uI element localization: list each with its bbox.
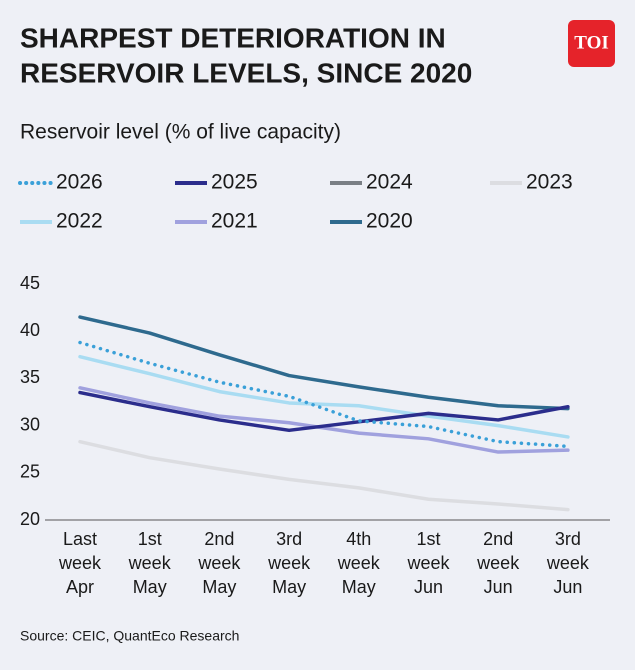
- y-tick-label: 35: [20, 367, 40, 387]
- series-line: [78, 340, 570, 449]
- y-tick-label: 40: [20, 320, 40, 340]
- x-tick-label: 1st week May: [128, 529, 172, 597]
- chart-title: SHARPEST DETERIORATION IN: [20, 22, 446, 53]
- legend-label: 2026: [56, 171, 103, 194]
- series-line: [78, 390, 570, 433]
- source: Source: CEIC, QuantEco Research: [20, 628, 239, 644]
- logo-box: [568, 20, 615, 67]
- x-tick-label: Last week Apr: [58, 529, 102, 597]
- legend-label: 2023: [526, 171, 573, 194]
- x-tick-label: 4th week May: [337, 529, 381, 597]
- x-tick-label: 2nd week May: [197, 529, 241, 597]
- y-tick-label: 20: [20, 509, 40, 529]
- x-tick-label: 2nd week Jun: [476, 529, 520, 597]
- chart-title: RESERVOIR LEVELS, SINCE 2020: [20, 57, 472, 88]
- subtitle: Reservoir level (% of live capacity): [20, 121, 341, 144]
- legend-label: 2024: [366, 171, 413, 194]
- series-line: [78, 386, 570, 454]
- x-tick-label: 1st week Jun: [406, 529, 450, 597]
- y-tick-label: 25: [20, 462, 40, 482]
- y-tick-label: 30: [20, 414, 40, 434]
- y-tick-label: 45: [20, 273, 40, 293]
- legend-label: 2025: [211, 171, 258, 194]
- legend-label: 2022: [56, 210, 103, 233]
- series-line: [78, 315, 570, 411]
- series-line: [78, 439, 570, 512]
- series-line: [78, 354, 570, 439]
- x-tick-label: 3rd week May: [267, 529, 311, 597]
- legend-label: 2020: [366, 210, 413, 233]
- x-tick-label: 3rd week Jun: [546, 529, 590, 597]
- logo: TOI: [574, 32, 609, 53]
- legend-label: 2021: [211, 210, 258, 233]
